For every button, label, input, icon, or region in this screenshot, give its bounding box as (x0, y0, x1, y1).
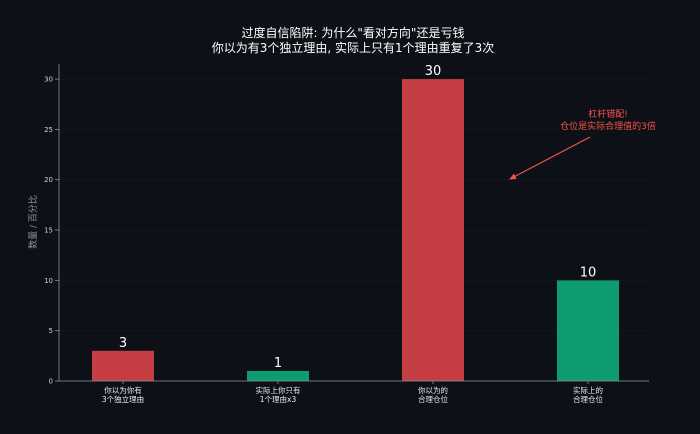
annotation: 杠杆错配!仓位是实际合理值的3倍 (509, 108, 656, 180)
annotation-text-line-1: 仓位是实际合理值的3倍 (560, 120, 656, 132)
x-tick-label-1-line-1: 1个理由x3 (260, 394, 297, 404)
bar-value-label-0: 3 (119, 336, 127, 351)
x-tick-label-1-line-0: 实际上你只有 (256, 385, 301, 395)
y-axis-label: 数量 / 百分比 (27, 195, 39, 249)
bar-2 (402, 79, 464, 381)
bar-3 (557, 280, 619, 381)
y-tick-label-20: 20 (44, 176, 53, 184)
y-tick-label-0: 0 (49, 378, 53, 386)
y-tick-label-30: 30 (44, 76, 53, 84)
bar-value-label-3: 10 (580, 265, 597, 280)
y-tick-label-10: 10 (44, 277, 53, 285)
y-tick-label-25: 25 (44, 126, 53, 134)
x-tick-label-0-line-0: 你以为你有 (104, 385, 142, 395)
bar-1 (247, 370, 309, 381)
bar-value-label-1: 1 (274, 356, 282, 371)
bars (92, 79, 619, 381)
x-tick-label-2-line-0: 你以为的 (418, 385, 448, 395)
chart-title-line2: 你以为有3个独立理由, 实际上只有1个理由重复了3次 (212, 40, 495, 55)
x-tick-label-3-line-0: 实际上的 (573, 385, 603, 395)
x-tick-label-0-line-1: 3个独立理由 (102, 394, 144, 404)
bar-0 (92, 350, 154, 381)
x-tick-label-3-line-1: 合理仓位 (573, 394, 603, 404)
chart-title-line1: 过度自信陷阱: 为什么"看对方向"还是亏钱 (242, 25, 465, 40)
x-tick-label-2-line-1: 合理仓位 (418, 394, 448, 404)
y-tick-label-5: 5 (49, 327, 53, 335)
axes (55, 64, 649, 384)
bar-value-label-2: 30 (425, 64, 442, 79)
y-tick-label-15: 15 (44, 227, 53, 235)
annotation-arrow (509, 136, 591, 180)
annotation-text-line-0: 杠杆错配! (588, 108, 628, 120)
